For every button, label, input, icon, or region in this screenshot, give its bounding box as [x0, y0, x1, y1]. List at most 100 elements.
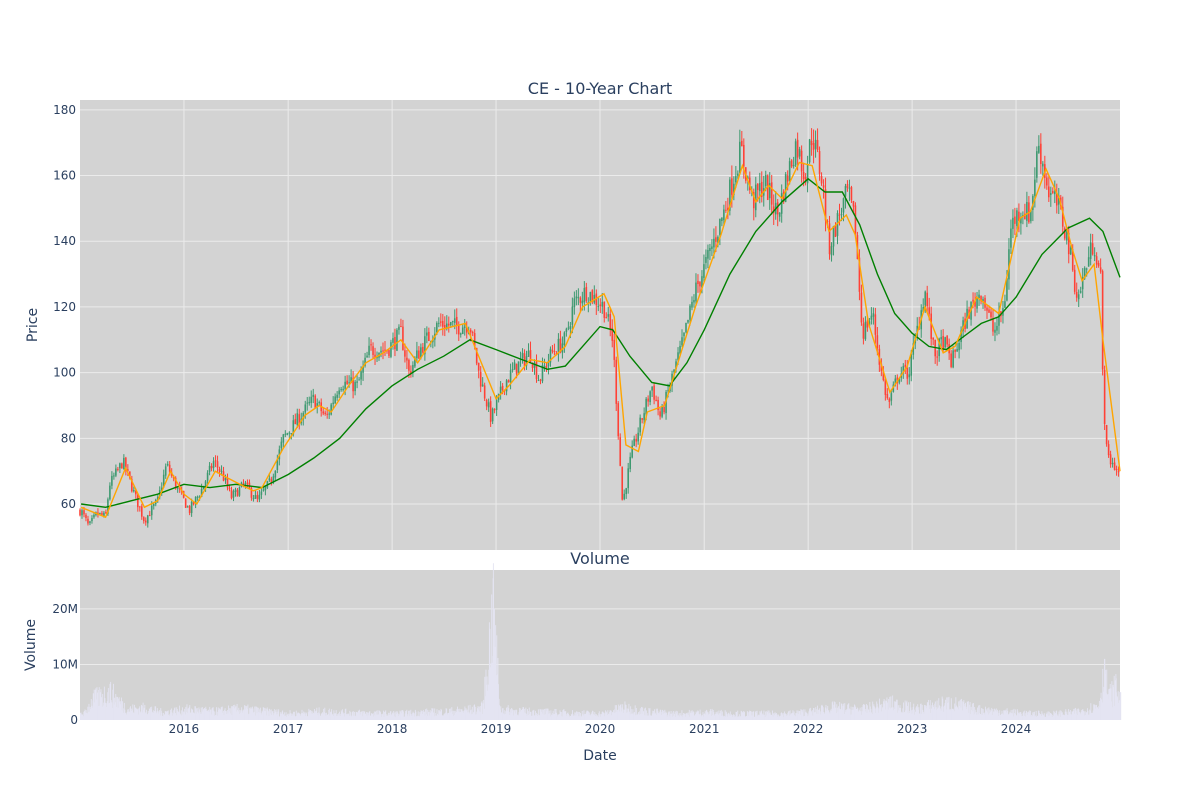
candle-body	[493, 409, 496, 411]
volume-bar	[692, 711, 694, 720]
volume-bar	[297, 712, 299, 720]
date-x-ticks: 2016 2017 2018 2019 2020 2021 2022 2023 2024	[169, 722, 1032, 736]
volume-bar	[280, 713, 282, 720]
volume-bar	[424, 711, 425, 720]
volume-bar	[671, 713, 673, 720]
volume-bar	[196, 708, 198, 720]
volume-bar	[627, 708, 629, 720]
volume-bar	[564, 711, 566, 720]
volume-bar	[351, 712, 353, 720]
candle-body	[820, 176, 823, 184]
volume-bar	[543, 714, 545, 720]
volume-bar	[1036, 715, 1038, 720]
volume-bar	[949, 708, 951, 720]
volume-bar	[958, 701, 960, 720]
volume-bar	[648, 709, 650, 720]
candle-body	[711, 246, 713, 249]
volume-bar	[1046, 712, 1048, 720]
volume-bar	[640, 714, 642, 720]
volume-bar	[644, 707, 646, 720]
volume-bar	[158, 713, 159, 720]
volume-bar	[746, 711, 748, 720]
volume-bar	[536, 712, 538, 720]
volume-bar	[484, 676, 486, 720]
volume-bar	[885, 709, 887, 720]
volume-bar	[991, 714, 993, 720]
volume-bar	[496, 635, 498, 720]
volume-bar	[827, 705, 829, 720]
volume-bar	[970, 706, 972, 720]
candle-body	[760, 181, 763, 198]
volume-bar	[913, 709, 915, 720]
volume-bar	[387, 715, 389, 720]
volume-bar	[549, 716, 551, 720]
volume-bar	[543, 709, 544, 720]
volume-bar	[979, 713, 981, 720]
volume-bar	[643, 708, 645, 720]
volume-bar	[560, 711, 562, 720]
volume-bar	[221, 706, 223, 720]
volume-bar	[360, 712, 362, 720]
volume-bar	[753, 716, 755, 720]
volume-bar	[971, 710, 973, 720]
volume-bar	[373, 711, 375, 720]
volume-bar	[734, 716, 736, 720]
candle-body	[119, 463, 121, 469]
candle-body	[310, 396, 313, 403]
volume-bar	[813, 708, 815, 720]
volume-bar	[576, 711, 577, 720]
volume-bar	[931, 705, 933, 720]
candle-body	[328, 413, 330, 415]
volume-bar	[733, 714, 735, 720]
volume-bar	[801, 712, 803, 720]
volume-bar	[1040, 714, 1042, 720]
candle-body	[591, 290, 594, 302]
candle-body	[483, 385, 486, 399]
volume-bar	[700, 713, 702, 720]
volume-bar	[667, 714, 669, 720]
volume-bar	[1079, 712, 1081, 720]
candle-body	[629, 456, 631, 470]
volume-bar	[707, 712, 709, 720]
volume-bar	[806, 716, 808, 720]
volume-bar	[679, 712, 681, 720]
candle-body	[280, 441, 283, 449]
volume-bar	[888, 698, 890, 720]
volume-bar	[207, 710, 208, 720]
volume-bar	[629, 714, 631, 720]
volume-bar	[856, 707, 858, 720]
volume-bar	[1117, 691, 1119, 720]
volume-bar	[661, 711, 663, 720]
volume-bar	[369, 711, 371, 720]
volume-bar	[347, 713, 349, 720]
volume-bar	[621, 707, 623, 720]
candle-body	[1063, 228, 1066, 239]
volume-bar	[192, 709, 194, 720]
volume-bar	[551, 714, 552, 720]
volume-bar	[382, 713, 384, 720]
volume-bar	[895, 701, 896, 720]
volume-bar	[295, 716, 297, 720]
volume-bar	[944, 703, 946, 720]
volume-bar	[1077, 714, 1079, 720]
candle-body	[950, 353, 952, 367]
volume-bar	[606, 715, 608, 720]
candle-body	[818, 151, 821, 174]
volume-bar	[950, 710, 952, 720]
volume-bar	[752, 715, 753, 720]
volume-bar	[491, 594, 493, 720]
volume-bar	[416, 716, 417, 720]
volume-bar	[336, 714, 338, 720]
volume-bar	[152, 710, 154, 720]
volume-bar	[328, 708, 330, 720]
volume-bar	[240, 710, 242, 720]
volume-bar	[890, 696, 892, 720]
candle-body	[302, 412, 305, 420]
volume-bar	[335, 713, 337, 720]
candle-body	[527, 350, 530, 357]
volume-bar	[1032, 712, 1034, 720]
volume-bar	[1002, 713, 1004, 720]
volume-bar	[517, 715, 519, 720]
volume-bar	[85, 712, 87, 720]
volume-bar	[212, 707, 214, 720]
